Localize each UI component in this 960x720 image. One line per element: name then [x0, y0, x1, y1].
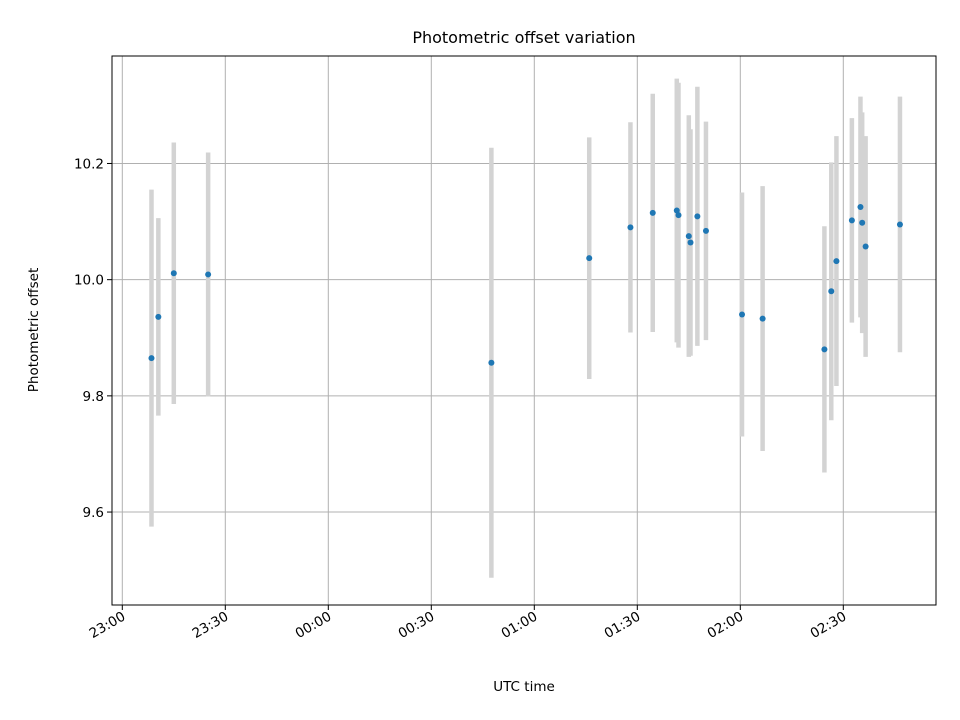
data-point: [739, 311, 746, 318]
data-point: [833, 258, 840, 265]
error-bars: [149, 78, 903, 578]
y-tick-label: 9.8: [83, 389, 104, 405]
data-point: [687, 239, 694, 246]
x-tick-label: 02:00: [705, 609, 747, 642]
x-tick-label: 02:30: [808, 609, 850, 642]
x-tick-label: 23:00: [87, 609, 129, 642]
data-point: [675, 212, 682, 219]
chart-title: Photometric offset variation: [412, 28, 635, 47]
data-points: [148, 204, 903, 366]
x-axis-ticks: 23:00 23:30 00:00 00:30 01:00 01:30 02:00 02:30: [87, 605, 850, 642]
data-point: [702, 227, 709, 234]
x-tick-label: 00:00: [293, 609, 335, 642]
x-tick-label: 01:00: [499, 609, 541, 642]
data-point: [148, 355, 155, 362]
data-point: [694, 213, 701, 220]
data-point: [685, 233, 692, 240]
data-point: [848, 217, 855, 224]
data-point: [859, 219, 866, 226]
data-point: [759, 315, 766, 322]
data-point: [170, 270, 177, 277]
y-axis-ticks: 9.6 9.8 10.0 10.2: [74, 156, 112, 521]
data-point: [488, 359, 495, 366]
y-axis-label: Photometric offset: [26, 268, 42, 392]
data-point: [205, 271, 212, 278]
data-point: [896, 221, 903, 228]
x-axis-label: UTC time: [493, 679, 555, 695]
data-point: [821, 346, 828, 353]
x-tick-label: 23:30: [190, 609, 232, 642]
x-tick-label: 01:30: [602, 609, 644, 642]
data-point: [649, 209, 656, 216]
data-point: [155, 313, 162, 320]
data-point: [828, 288, 835, 295]
y-tick-label: 10.0: [74, 273, 104, 289]
y-tick-label: 10.2: [74, 156, 104, 172]
data-point: [586, 255, 593, 262]
data-point: [673, 207, 680, 214]
data-point: [857, 204, 864, 211]
data-point: [627, 224, 634, 231]
y-tick-label: 9.6: [83, 505, 104, 521]
x-tick-label: 00:30: [396, 609, 438, 642]
plot-frame: [111, 55, 937, 606]
grid-lines: [112, 56, 936, 605]
data-point: [862, 243, 869, 250]
